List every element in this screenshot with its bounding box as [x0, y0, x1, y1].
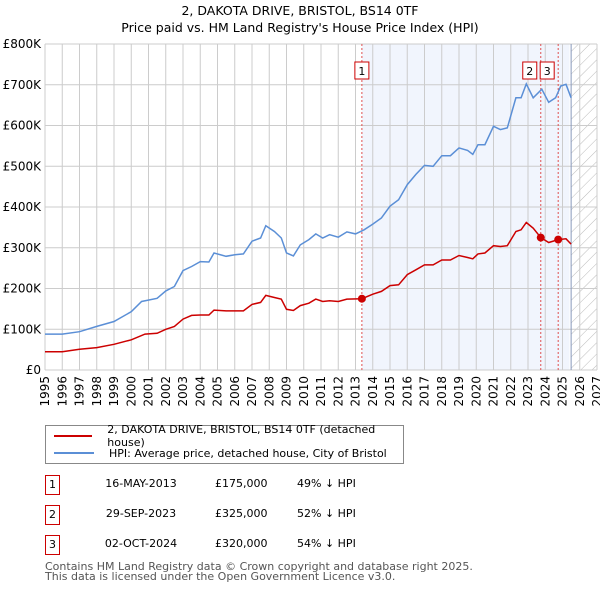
x-tick-label: 2017 — [418, 376, 432, 407]
transaction-row: 2 29-SEP-2023 £325,000 52% ↓ HPI — [45, 505, 445, 525]
x-tick-label: 2016 — [400, 376, 414, 407]
x-tick-label: 2001 — [142, 376, 156, 407]
x-tick-label: 2014 — [366, 376, 380, 407]
x-tick-label: 2004 — [193, 376, 207, 407]
legend: 2, DAKOTA DRIVE, BRISTOL, BS14 0TF (deta… — [45, 423, 404, 464]
x-tick-label: 2003 — [176, 376, 190, 407]
y-tick-label: £800K — [3, 37, 43, 51]
transaction-row: 3 02-OCT-2024 £320,000 54% ↓ HPI — [45, 535, 445, 555]
x-tick-label: 2018 — [435, 376, 449, 407]
x-tick-label: 2008 — [262, 376, 276, 407]
x-tick-label: 2015 — [383, 376, 397, 407]
transaction-number: 1 — [45, 475, 60, 495]
y-tick-label: £400K — [3, 200, 43, 214]
price-chart: 1995 1996 1997 1998 1999 2000 2001 2002 2003 2004… — [3, 37, 600, 407]
transaction-date: 02-OCT-2024 — [104, 537, 178, 550]
y-tick-label: £500K — [3, 159, 43, 173]
x-tick-label: 2005 — [211, 376, 225, 407]
legend-item-hpi: HPI: Average price, detached house, City… — [54, 445, 387, 461]
transaction-date: 16-MAY-2013 — [105, 477, 177, 490]
x-tick-label: 2007 — [245, 376, 259, 407]
x-tick-label: 1996 — [55, 376, 69, 407]
sale-point — [554, 235, 563, 244]
y-tick-label: £0 — [26, 363, 41, 377]
transaction-price: £320,000 — [215, 537, 268, 550]
legend-label: HPI: Average price, detached house, City… — [109, 446, 387, 460]
x-tick-label: 2024 — [538, 376, 552, 407]
y-tick-label: £100K — [3, 322, 43, 336]
transaction-hpi: 54% ↓ HPI — [297, 537, 356, 550]
transaction-price: £325,000 — [215, 507, 268, 520]
transaction-row: 1 16-MAY-2013 £175,000 49% ↓ HPI — [45, 475, 445, 495]
transaction-date: 29-SEP-2023 — [105, 507, 177, 520]
y-tick-label: £300K — [3, 241, 43, 255]
transaction-hpi: 52% ↓ HPI — [297, 507, 356, 520]
x-tick-label: 2022 — [504, 376, 518, 407]
sale-label-box — [522, 61, 538, 80]
x-tick-label: 2011 — [314, 376, 328, 407]
x-tick-label: 1995 — [38, 376, 52, 407]
x-tick-label: 2021 — [487, 376, 501, 407]
footer-copyright: Contains HM Land Registry data © Crown c… — [45, 560, 473, 573]
transaction-number: 3 — [45, 535, 60, 555]
transaction-price: £175,000 — [215, 477, 268, 490]
x-tick-label: 2025 — [556, 376, 570, 407]
x-tick-label: 2027 — [590, 376, 600, 407]
sale-point — [357, 294, 366, 303]
x-tick-label: 2019 — [452, 376, 466, 407]
property-price-line — [45, 221, 572, 353]
x-tick-label: 2013 — [349, 376, 363, 407]
sale-point — [536, 233, 545, 242]
x-tick-label: 2020 — [469, 376, 483, 407]
x-tick-label: 2002 — [159, 376, 173, 407]
hpi-line — [45, 82, 572, 335]
transaction-number: 2 — [45, 505, 60, 525]
x-tick-label: 1998 — [90, 376, 104, 407]
footer-licence: This data is licensed under the Open Gov… — [45, 570, 396, 583]
legend-item-property: 2, DAKOTA DRIVE, BRISTOL, BS14 0TF (deta… — [54, 423, 403, 449]
transaction-hpi: 49% ↓ HPI — [297, 477, 356, 490]
y-tick-label: £700K — [3, 78, 43, 92]
x-tick-label: 2012 — [331, 376, 345, 407]
x-tick-label: 2009 — [280, 376, 294, 407]
x-tick-label: 2006 — [228, 376, 242, 407]
chart-subtitle: Price paid vs. HM Land Registry's House … — [121, 20, 479, 35]
chart-title: 2, DAKOTA DRIVE, BRISTOL, BS14 0TF — [181, 3, 419, 18]
x-tick-label: 2023 — [521, 376, 535, 407]
x-tick-label: 2010 — [297, 376, 311, 407]
y-tick-label: £600K — [3, 119, 43, 133]
sale-label-box — [539, 61, 555, 80]
legend-swatch-red — [54, 435, 93, 437]
x-tick-label: 1997 — [73, 376, 87, 407]
sale-label: 1 — [358, 65, 365, 78]
legend-label: 2, DAKOTA DRIVE, BRISTOL, BS14 0TF (deta… — [107, 423, 376, 449]
y-tick-label: £200K — [3, 282, 43, 296]
sale-label: 2 — [526, 65, 533, 78]
legend-swatch-blue — [54, 452, 94, 454]
x-tick-label: 2026 — [573, 376, 587, 407]
x-tick-label: 2000 — [124, 376, 138, 407]
sale-label: 3 — [544, 65, 551, 78]
x-tick-label: 1999 — [107, 376, 121, 407]
sale-label-box — [354, 61, 370, 80]
